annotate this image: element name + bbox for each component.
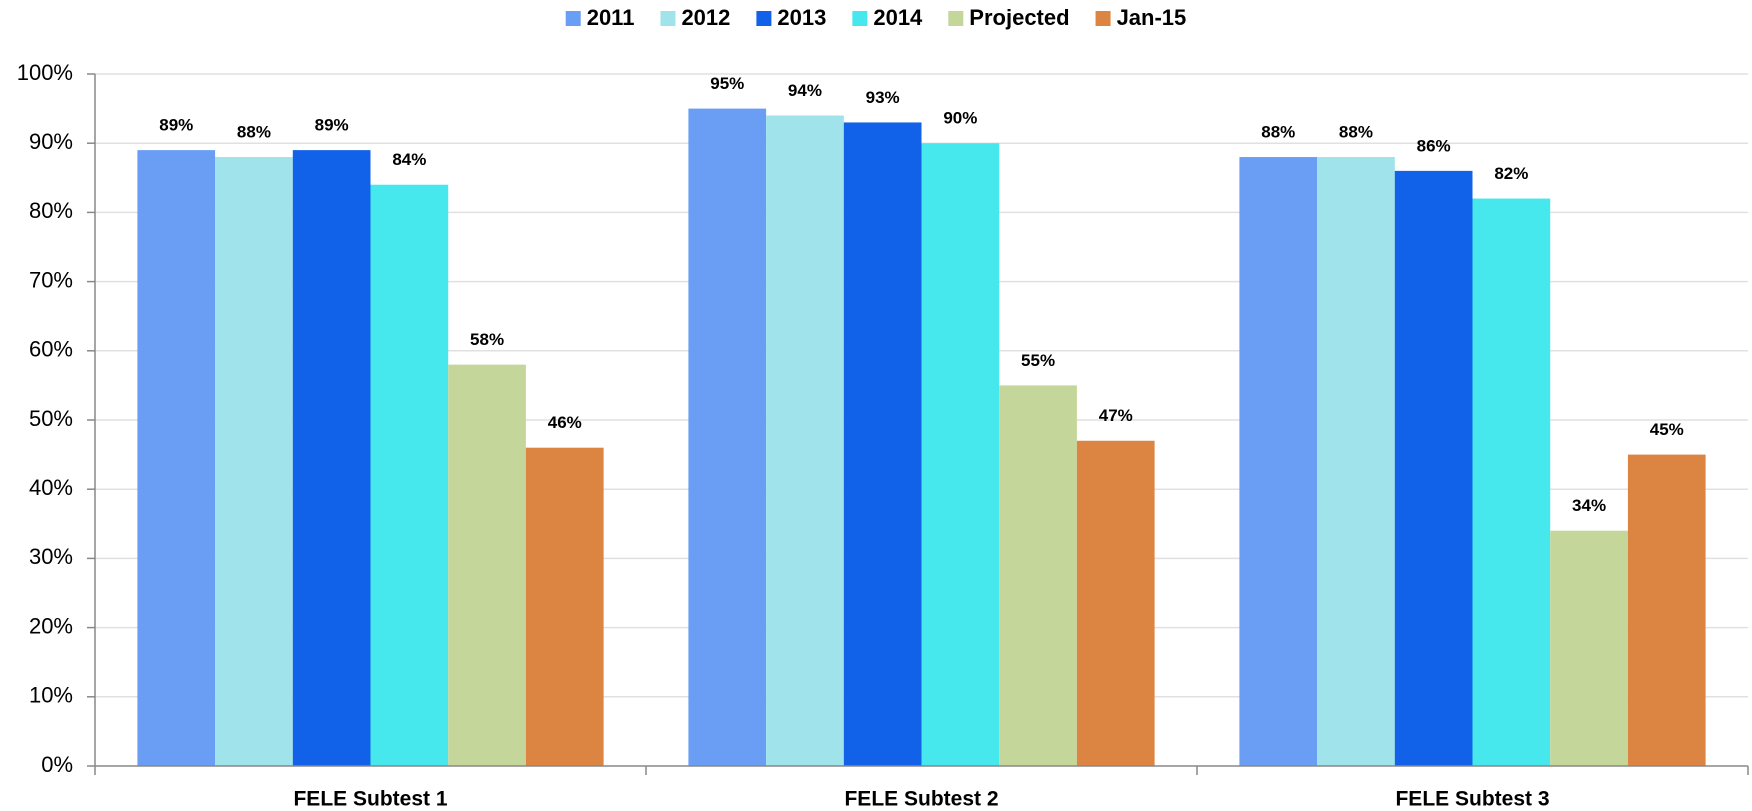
legend-swatch xyxy=(660,11,676,26)
y-tick-label: 10% xyxy=(29,683,73,708)
legend-swatch xyxy=(948,11,964,26)
bar xyxy=(688,108,767,767)
y-tick-label: 90% xyxy=(29,129,73,154)
value-label: 93% xyxy=(866,88,900,107)
legend-label: 2013 xyxy=(777,5,826,30)
value-label: 89% xyxy=(159,116,193,135)
value-label: 89% xyxy=(315,116,349,135)
value-label: 88% xyxy=(1339,123,1373,142)
bar xyxy=(1394,170,1473,766)
value-label: 88% xyxy=(237,123,271,142)
y-tick-label: 0% xyxy=(41,752,73,777)
bar xyxy=(448,364,526,766)
y-tick-label: 30% xyxy=(29,544,73,569)
bar xyxy=(999,385,1077,766)
value-label: 84% xyxy=(392,150,426,169)
x-tick-label: FELE Subtest 3 xyxy=(1395,788,1549,811)
bar xyxy=(525,447,604,766)
legend-label: Jan-15 xyxy=(1117,5,1187,30)
legend-swatch xyxy=(756,11,772,26)
value-label: 34% xyxy=(1572,496,1606,515)
bar xyxy=(137,150,216,766)
value-label: 46% xyxy=(548,413,582,432)
legend-label: Projected xyxy=(969,5,1069,30)
bar xyxy=(1472,198,1551,766)
bar xyxy=(843,122,922,766)
bar xyxy=(1627,454,1706,766)
value-label: 94% xyxy=(788,81,822,100)
y-tick-label: 70% xyxy=(29,267,73,292)
y-tick-label: 60% xyxy=(29,337,73,362)
value-label: 47% xyxy=(1099,406,1133,425)
legend-swatch xyxy=(565,11,581,26)
bar xyxy=(1550,530,1628,766)
y-tick-label: 50% xyxy=(29,406,73,431)
bar xyxy=(921,143,1000,766)
bar xyxy=(1076,440,1155,766)
value-label: 58% xyxy=(470,330,504,349)
x-tick-label: FELE Subtest 2 xyxy=(844,788,998,811)
value-label: 55% xyxy=(1021,351,1055,370)
value-label: 45% xyxy=(1650,420,1684,439)
y-tick-label: 80% xyxy=(29,198,73,223)
y-tick-label: 40% xyxy=(29,475,73,500)
bar xyxy=(215,157,293,767)
bar xyxy=(292,150,371,766)
legend-label: 2014 xyxy=(873,5,923,30)
legend-label: 2012 xyxy=(681,5,730,30)
y-tick-label: 20% xyxy=(29,613,73,638)
value-label: 86% xyxy=(1417,136,1451,155)
bar xyxy=(766,115,844,766)
value-label: 88% xyxy=(1261,123,1295,142)
bar xyxy=(1239,157,1318,767)
value-label: 90% xyxy=(943,109,977,128)
value-label: 82% xyxy=(1494,164,1528,183)
bar xyxy=(370,184,449,767)
legend-swatch xyxy=(1095,11,1111,26)
bar xyxy=(1317,157,1395,767)
x-tick-label: FELE Subtest 1 xyxy=(293,788,447,811)
y-tick-label: 100% xyxy=(17,60,73,85)
value-label: 95% xyxy=(710,74,744,93)
legend-label: 2011 xyxy=(587,5,635,30)
legend-swatch xyxy=(852,11,868,26)
